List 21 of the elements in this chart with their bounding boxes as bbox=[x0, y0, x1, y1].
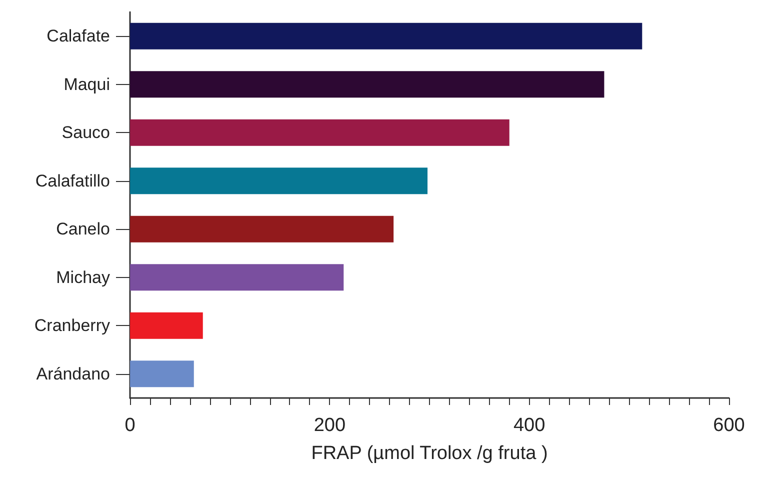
bar bbox=[130, 22, 642, 50]
bar bbox=[130, 360, 194, 388]
bar bbox=[130, 168, 428, 194]
bar bbox=[130, 264, 344, 291]
bar bbox=[130, 119, 510, 146]
y-tick-label: Arándano bbox=[36, 364, 110, 384]
y-tick-label: Michay bbox=[56, 268, 110, 287]
bar bbox=[130, 71, 604, 98]
y-tick-label: Calafate bbox=[46, 26, 110, 46]
y-tick-label: Cranberry bbox=[34, 316, 110, 336]
bar bbox=[130, 216, 394, 242]
y-tick-label: Calafatillo bbox=[35, 171, 110, 190]
x-tick-label: 400 bbox=[513, 415, 546, 436]
x-axis-title: FRAP (µmol Trolox /g fruta ) bbox=[311, 443, 548, 464]
x-tick-label: 600 bbox=[713, 415, 745, 436]
y-tick-label: Canelo bbox=[56, 220, 110, 239]
x-tick-label: 0 bbox=[124, 415, 136, 436]
y-tick-label: Sauco bbox=[62, 123, 110, 142]
x-tick-label: 200 bbox=[314, 415, 346, 436]
bar bbox=[130, 312, 203, 339]
y-tick-label: Maqui bbox=[64, 74, 110, 94]
